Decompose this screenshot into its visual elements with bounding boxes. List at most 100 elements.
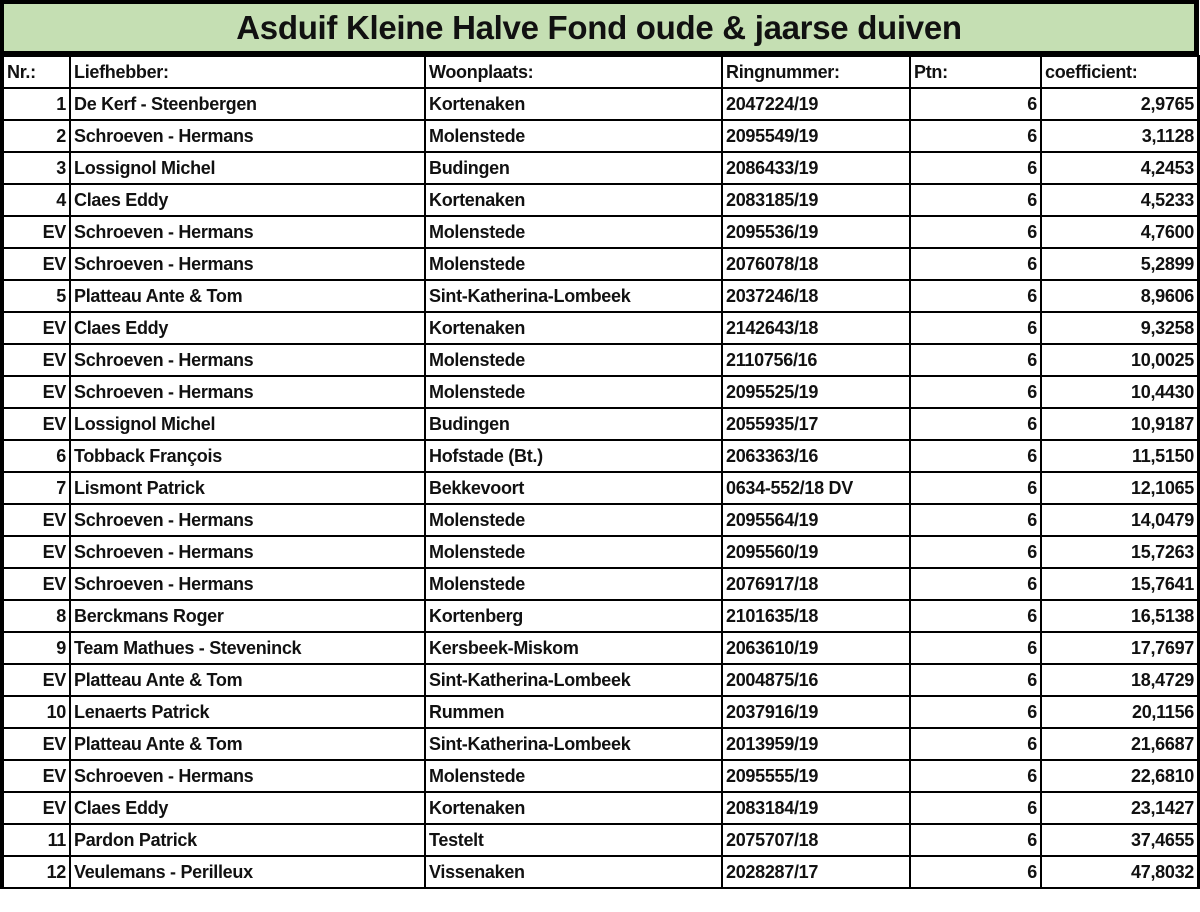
cell-woonplaats: Kortenaken — [424, 311, 723, 345]
cell-ringnummer: 2095555/19 — [721, 759, 911, 793]
cell-coefficient: 16,5138 — [1040, 599, 1200, 633]
cell-ringnummer: 2095560/19 — [721, 535, 911, 569]
cell-woonplaats: Molenstede — [424, 535, 723, 569]
cell-coefficient: 4,7600 — [1040, 215, 1200, 249]
cell-ringnummer: 0634-552/18 DV — [721, 471, 911, 505]
cell-woonplaats: Rummen — [424, 695, 723, 729]
cell-coefficient: 10,4430 — [1040, 375, 1200, 409]
cell-nr: 1 — [0, 87, 71, 121]
cell-nr: EV — [0, 759, 71, 793]
cell-woonplaats: Molenstede — [424, 215, 723, 249]
cell-ptn: 6 — [909, 503, 1042, 537]
cell-ringnummer: 2076917/18 — [721, 567, 911, 601]
cell-ptn: 6 — [909, 119, 1042, 153]
cell-liefhebber: Team Mathues - Steveninck — [69, 631, 426, 665]
cell-coefficient: 10,9187 — [1040, 407, 1200, 441]
cell-coefficient: 5,2899 — [1040, 247, 1200, 281]
cell-ptn: 6 — [909, 631, 1042, 665]
cell-nr: EV — [0, 375, 71, 409]
cell-ptn: 6 — [909, 599, 1042, 633]
cell-nr: EV — [0, 503, 71, 537]
header-woonplaats: Woonplaats: — [424, 55, 723, 89]
cell-woonplaats: Budingen — [424, 151, 723, 185]
cell-ringnummer: 2095564/19 — [721, 503, 911, 537]
table-row: 7 Lismont Patrick Bekkevoort 0634-552/18 DV… — [0, 471, 1200, 505]
table-row: EV Platteau Ante & Tom Sint-Katherina-Lomb… — [0, 663, 1200, 697]
cell-woonplaats: Molenstede — [424, 375, 723, 409]
cell-ptn: 6 — [909, 343, 1042, 377]
table-row: 4 Claes Eddy Kortenaken 2083185/19 6 4,5233 — [0, 183, 1200, 217]
table-row: 8 Berckmans Roger Kortenberg 2101635/18 6 16,… — [0, 599, 1200, 633]
cell-ptn: 6 — [909, 183, 1042, 217]
cell-ringnummer: 2055935/17 — [721, 407, 911, 441]
cell-woonplaats: Hofstade (Bt.) — [424, 439, 723, 473]
table-row: EV Schroeven - Hermans Molenstede 2076078/1… — [0, 247, 1200, 281]
cell-nr: EV — [0, 407, 71, 441]
cell-coefficient: 14,0479 — [1040, 503, 1200, 537]
cell-nr: EV — [0, 727, 71, 761]
table-row: EV Schroeven - Hermans Molenstede 2110756/1… — [0, 343, 1200, 377]
cell-ringnummer: 2063363/16 — [721, 439, 911, 473]
cell-nr: 5 — [0, 279, 71, 313]
cell-ringnummer: 2083184/19 — [721, 791, 911, 825]
cell-liefhebber: Schroeven - Hermans — [69, 119, 426, 153]
cell-ringnummer: 2004875/16 — [721, 663, 911, 697]
header-ringnummer: Ringnummer: — [721, 55, 911, 89]
cell-coefficient: 2,9765 — [1040, 87, 1200, 121]
cell-coefficient: 9,3258 — [1040, 311, 1200, 345]
table-row: 11 Pardon Patrick Testelt 2075707/18 6 37,465… — [0, 823, 1200, 857]
cell-coefficient: 37,4655 — [1040, 823, 1200, 857]
cell-liefhebber: Platteau Ante & Tom — [69, 663, 426, 697]
cell-liefhebber: Schroeven - Hermans — [69, 343, 426, 377]
cell-nr: 3 — [0, 151, 71, 185]
cell-liefhebber: Lossignol Michel — [69, 407, 426, 441]
cell-nr: EV — [0, 663, 71, 697]
table-row: 9 Team Mathues - Steveninck Kersbeek-Misko… — [0, 631, 1200, 665]
cell-liefhebber: Claes Eddy — [69, 311, 426, 345]
table-row: 3 Lossignol Michel Budingen 2086433/19 6 4,24… — [0, 151, 1200, 185]
cell-liefhebber: Berckmans Roger — [69, 599, 426, 633]
header-row: Nr.: Liefhebber: Woonplaats: Ringnummer:… — [0, 55, 1200, 89]
cell-woonplaats: Molenstede — [424, 343, 723, 377]
cell-woonplaats: Molenstede — [424, 247, 723, 281]
table-row: 10 Lenaerts Patrick Rummen 2037916/19 6 20,11… — [0, 695, 1200, 729]
cell-ringnummer: 2095525/19 — [721, 375, 911, 409]
cell-woonplaats: Testelt — [424, 823, 723, 857]
cell-woonplaats: Molenstede — [424, 503, 723, 537]
header-ptn: Ptn: — [909, 55, 1042, 89]
cell-ptn: 6 — [909, 855, 1042, 889]
cell-liefhebber: Schroeven - Hermans — [69, 247, 426, 281]
cell-ptn: 6 — [909, 663, 1042, 697]
cell-ringnummer: 2110756/16 — [721, 343, 911, 377]
cell-liefhebber: Veulemans - Perilleux — [69, 855, 426, 889]
cell-coefficient: 15,7641 — [1040, 567, 1200, 601]
cell-woonplaats: Sint-Katherina-Lombeek — [424, 663, 723, 697]
cell-ptn: 6 — [909, 695, 1042, 729]
table-row: EV Schroeven - Hermans Molenstede 2076917/1… — [0, 567, 1200, 601]
cell-liefhebber: Lossignol Michel — [69, 151, 426, 185]
cell-ptn: 6 — [909, 439, 1042, 473]
cell-coefficient: 4,2453 — [1040, 151, 1200, 185]
cell-woonplaats: Budingen — [424, 407, 723, 441]
cell-woonplaats: Kersbeek-Miskom — [424, 631, 723, 665]
cell-nr: 9 — [0, 631, 71, 665]
table-row: EV Schroeven - Hermans Molenstede 2095560/1… — [0, 535, 1200, 569]
cell-liefhebber: De Kerf - Steenbergen — [69, 87, 426, 121]
cell-liefhebber: Lismont Patrick — [69, 471, 426, 505]
table-row: EV Schroeven - Hermans Molenstede 2095536/1… — [0, 215, 1200, 249]
cell-liefhebber: Platteau Ante & Tom — [69, 727, 426, 761]
cell-liefhebber: Schroeven - Hermans — [69, 535, 426, 569]
table-row: 5 Platteau Ante & Tom Sint-Katherina-Lombe… — [0, 279, 1200, 313]
cell-coefficient: 4,5233 — [1040, 183, 1200, 217]
table-row: EV Lossignol Michel Budingen 2055935/17 6 10,… — [0, 407, 1200, 441]
cell-nr: EV — [0, 535, 71, 569]
table-row: 1 De Kerf - Steenbergen Kortenaken 2047224/… — [0, 87, 1200, 121]
cell-ringnummer: 2037916/19 — [721, 695, 911, 729]
cell-coefficient: 47,8032 — [1040, 855, 1200, 889]
cell-liefhebber: Tobback François — [69, 439, 426, 473]
cell-liefhebber: Schroeven - Hermans — [69, 503, 426, 537]
cell-nr: 4 — [0, 183, 71, 217]
cell-woonplaats: Kortenberg — [424, 599, 723, 633]
cell-nr: 6 — [0, 439, 71, 473]
cell-ptn: 6 — [909, 407, 1042, 441]
